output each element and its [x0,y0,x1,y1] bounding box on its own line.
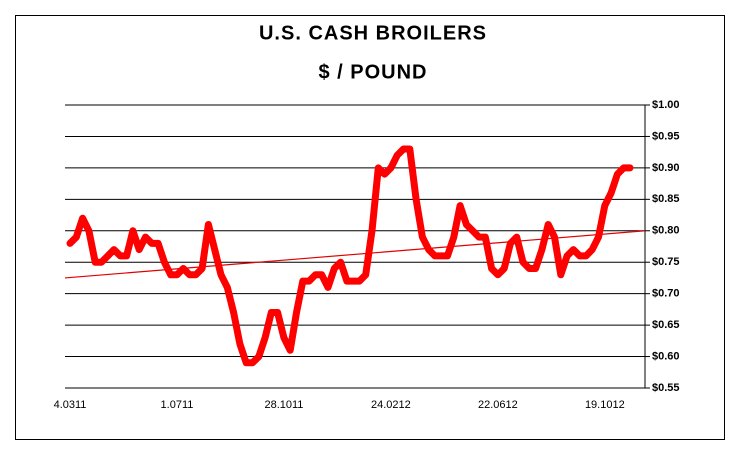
chart-subtitle: $ / POUND [318,61,427,83]
data-line [66,145,634,367]
x-tick-label: 24.0212 [371,399,411,411]
y-tick-label: $0.90 [652,162,680,174]
x-tick-label: 1.0711 [161,399,194,411]
y-tick-label: $0.80 [652,225,680,237]
trend-line [64,230,646,279]
x-tick-label: 19.1012 [585,399,625,411]
x-tick-label: 4.0311 [54,399,87,411]
y-tick-label: $0.60 [652,350,680,362]
y-tick-label: $1.00 [652,99,680,111]
y-tick-label: $0.75 [652,256,680,268]
x-tick-label: 28.1011 [264,399,303,411]
y-tick-label: $0.85 [652,193,680,205]
y-tick-label: $0.65 [652,319,680,331]
y-tick-label: $0.95 [652,130,680,142]
x-tick-label: 22.0612 [478,399,518,411]
y-tick-label: $0.70 [652,288,680,300]
chart-title: U.S. CASH BROILERS [259,22,487,44]
y-tick-label: $0.55 [652,382,680,394]
